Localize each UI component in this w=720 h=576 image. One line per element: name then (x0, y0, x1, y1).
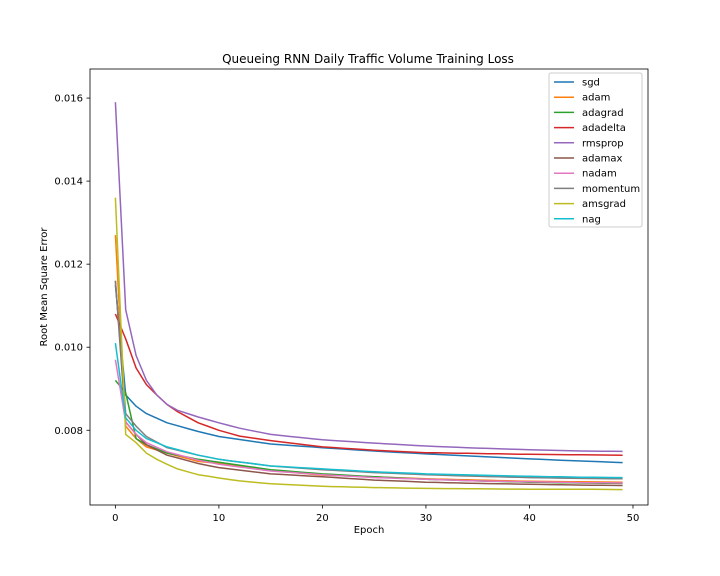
legend-label-adamax: adamax (582, 154, 622, 165)
x-axis-label: Epoch (354, 525, 385, 536)
series-line-sgd (114, 284, 623, 464)
legend-label-momentum: momentum (582, 184, 640, 195)
y-tick-label: 0.008 (54, 426, 83, 437)
series-line-adadelta (114, 313, 623, 456)
series-line-rmsprop (114, 102, 623, 453)
legend-label-nadam: nadam (582, 169, 617, 180)
series-layer (114, 102, 623, 491)
x-tick-label: 40 (523, 513, 536, 524)
x-tick-label: 10 (213, 513, 226, 524)
x-tick-label: 30 (420, 513, 433, 524)
y-tick-label: 0.010 (54, 343, 83, 354)
series-line-adamax (114, 280, 623, 487)
y-axis-label: Root Mean Square Error (39, 227, 50, 347)
y-tick-label: 0.016 (54, 94, 83, 105)
series-line-amsgrad (114, 197, 623, 491)
axes-frame (89, 68, 649, 506)
series-line-nadam (114, 359, 623, 484)
y-tick-label: 0.012 (54, 260, 83, 271)
legend-label-adagrad: adagrad (582, 108, 624, 119)
chart-title: Queueing RNN Daily Traffic Volume Traini… (222, 52, 514, 66)
legend-label-adam: adam (582, 93, 610, 104)
x-tick-label: 20 (316, 513, 329, 524)
legend-label-adadelta: adadelta (582, 123, 626, 134)
legend-label-rmsprop: rmsprop (582, 138, 624, 149)
y-tick-label: 0.014 (54, 177, 83, 188)
legend: sgd adam adagrad adadelta rmsprop adamax nadam… (548, 72, 643, 228)
x-tick-label: 0 (112, 513, 118, 524)
legend-label-nag: nag (582, 214, 601, 225)
y-axis-ticks: 0.008 0.010 0.012 0.014 0.016 (54, 94, 90, 437)
series-line-nag (114, 342, 623, 479)
legend-label-amsgrad: amsgrad (582, 199, 626, 210)
x-tick-label: 50 (627, 513, 640, 524)
x-axis-ticks: 0 10 20 30 40 50 (112, 505, 639, 524)
legend-label-sgd: sgd (582, 78, 600, 89)
axes-layer (89, 68, 649, 506)
